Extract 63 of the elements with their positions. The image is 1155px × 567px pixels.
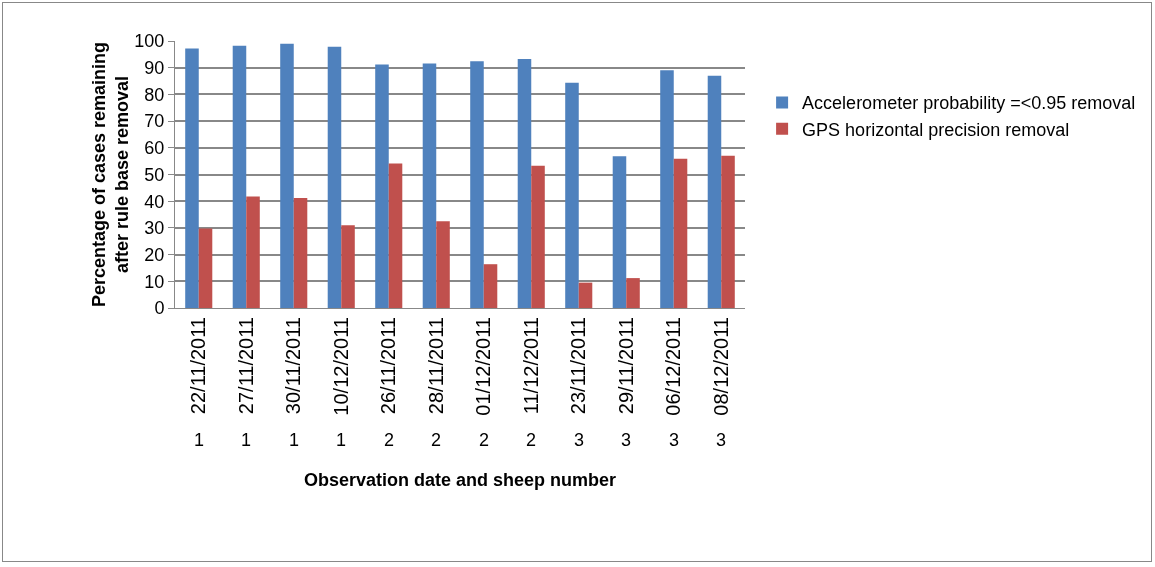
x-tick-label: 30/11/2011 [282,317,305,415]
x-tick-label: 06/12/2011 [662,317,685,416]
text: 3 [716,430,727,450]
x-axis-title: Observation date and sheep number [303,469,617,490]
y-tick-label: 30 [144,218,165,239]
y-tick-label: 80 [144,84,165,105]
x-tick-label: 26/11/2011 [377,317,400,415]
y-axis-title: Percentage of cases remaining after rule base removal [88,41,133,308]
y-tick-label: 50 [144,164,165,185]
bar [232,45,247,308]
bar [612,156,627,308]
y-tick-label: 20 [144,244,165,265]
x-tick-label: 29/11/2011 [614,317,637,415]
x-tick-label: 10/12/2011 [329,317,352,416]
y-tick-label: 60 [144,138,165,159]
bar [483,264,498,308]
text: 2 [431,430,442,450]
text: 3 [621,430,632,450]
bar [673,158,688,308]
text: 1 [194,430,205,450]
legend-label: Accelerometer probability =<0.95 removal [802,93,1136,114]
x-tick-label: 11/12/2011 [519,317,542,415]
bar [341,225,355,308]
bar [436,221,450,308]
bar [185,48,199,308]
text: 3 [669,430,680,450]
legend-label: GPS horizontal precision removal [802,119,1070,140]
bar [626,278,640,308]
x-tick-label: 23/11/2011 [567,317,590,415]
bar [198,228,213,308]
x-tick-label: 27/11/2011 [234,317,257,415]
y-tick-label: 10 [144,271,165,292]
bar [422,63,437,308]
y-tick-label: 100 [134,31,165,52]
text: 1 [289,430,300,450]
bar [707,75,722,308]
bar [388,163,403,308]
text: 3 [574,430,585,450]
bar [293,198,308,308]
bar [327,46,342,308]
bar [531,165,545,308]
bar [280,43,294,308]
x-tick-label: 01/12/2011 [472,317,495,416]
bar [721,155,735,308]
text: 2 [526,430,537,450]
bar [375,64,389,308]
bar [517,58,532,308]
x-tick-label: 28/11/2011 [424,317,447,415]
y-tick-label: 40 [144,191,165,212]
text: 1 [336,430,347,450]
bar [578,282,593,308]
x-tick-label: 22/11/2011 [187,317,210,415]
x-tick-label: 08/12/2011 [709,317,732,416]
bar [470,61,484,308]
y-tick-label: 70 [144,111,165,132]
text: 1 [241,430,252,450]
y-tick-label: 0 [154,298,165,319]
y-tick-label: 90 [144,58,165,78]
bar [660,70,674,308]
bar [246,196,260,308]
text: 2 [479,430,490,450]
bar [565,82,579,308]
text: 2 [384,430,395,450]
